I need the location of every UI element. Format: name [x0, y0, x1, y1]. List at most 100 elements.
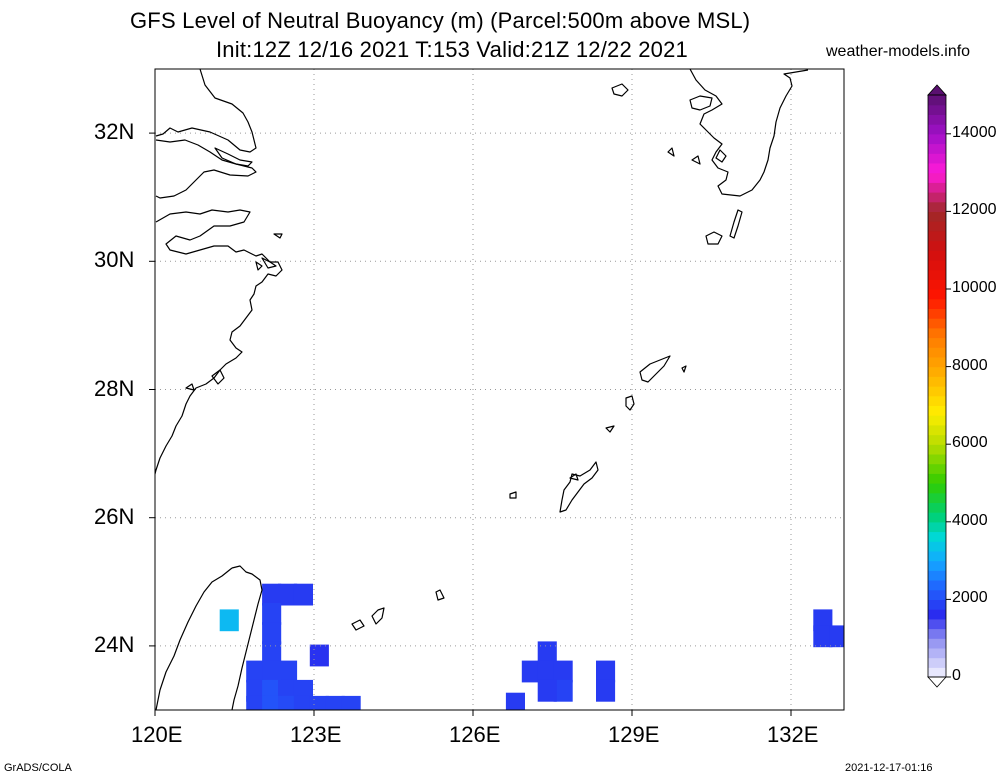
- buoyancy-cell: [537, 641, 557, 664]
- coastline-okinoerabu: [605, 425, 615, 433]
- colorbar-segment: [928, 376, 946, 387]
- colorbar-segment: [928, 104, 946, 115]
- coastline-estuary-island: [214, 147, 253, 167]
- lat-tick-label: 26N: [94, 503, 135, 529]
- map-grid: [149, 69, 844, 716]
- lon-tick-label: 132E: [767, 722, 819, 747]
- colorbar-tick-label: 8000: [952, 356, 988, 374]
- lon-tick-label: 120E: [131, 722, 183, 747]
- colorbar-segment: [928, 589, 946, 600]
- colorbar-tick-label: 10000: [952, 279, 997, 296]
- colorbar-segment: [928, 628, 946, 639]
- lon-tick-label: 126E: [449, 722, 501, 747]
- colorbar-segment: [928, 259, 946, 271]
- buoyancy-cell: [505, 692, 525, 710]
- buoyancy-cell: [309, 695, 329, 710]
- colorbar-segment: [928, 318, 946, 329]
- colorbar-segment: [928, 647, 946, 659]
- buoyancy-cell: [596, 660, 616, 683]
- buoyancy-cell: [293, 583, 313, 606]
- colorbar-tick-label: 2000: [952, 589, 988, 607]
- buoyancy-cell: [278, 583, 298, 606]
- buoyancy-cell: [262, 603, 282, 625]
- buoyancy-cell: [553, 679, 573, 702]
- coastline-kerama: [509, 491, 517, 499]
- colorbar-tick-label: 14000: [952, 123, 997, 141]
- colorbar-segment: [928, 531, 946, 542]
- lon-tick-label: 129E: [608, 722, 660, 747]
- buoyancy-field-layer: [219, 583, 844, 710]
- source-label: weather-models.info: [826, 43, 971, 60]
- buoyancy-cell: [262, 695, 282, 710]
- colorbar-segment: [928, 279, 946, 290]
- map-frame: [154, 68, 845, 711]
- colorbar-segment: [928, 153, 946, 164]
- buoyancy-cell: [309, 644, 329, 667]
- buoyancy-cell: [829, 625, 844, 648]
- colorbar-segment: [928, 570, 946, 581]
- buoyancy-cell: [596, 679, 616, 702]
- colorbar-segment: [928, 424, 946, 436]
- buoyancy-cell: [813, 625, 833, 648]
- colorbar-segment: [928, 240, 946, 251]
- buoyancy-cell: [341, 695, 361, 710]
- colorbar-segment: [928, 667, 946, 678]
- colorbar-segment: [928, 289, 946, 300]
- colorbar-segment: [928, 143, 946, 154]
- coastline-miyako: [435, 589, 445, 601]
- colorbar-segment: [928, 492, 946, 503]
- coastline-layer: [155, 69, 809, 710]
- coastline-zhejiang-islands: [185, 369, 225, 391]
- colorbar-segment: [928, 483, 946, 494]
- colorbar-segment: [928, 386, 946, 397]
- colorbar-segment: [928, 162, 946, 174]
- colorbar-segment: [928, 327, 946, 339]
- coastline-amami: [639, 355, 687, 383]
- colorbar-segment: [928, 599, 946, 610]
- colorbar-segment: [928, 192, 946, 203]
- colorbar-tick-label: 12000: [952, 201, 997, 219]
- buoyancy-cell: [537, 679, 557, 702]
- coastline-zhoushan: [255, 233, 283, 271]
- colorbar-segment: [928, 211, 946, 222]
- map-title: GFS Level of Neutral Buoyancy (m) (Parce…: [130, 8, 751, 33]
- lat-tick-label: 24N: [94, 631, 135, 657]
- coastline-ishigaki: [351, 607, 385, 631]
- coastline-okinawa: [559, 461, 599, 513]
- buoyancy-cell: [521, 660, 541, 683]
- colorbar-segment: [928, 347, 946, 358]
- colorbar-segment: [928, 356, 946, 368]
- buoyancy-cell: [262, 622, 282, 644]
- coastline-kyushu: [689, 69, 809, 197]
- colorbar: [927, 84, 951, 688]
- colorbar-segment: [928, 550, 946, 562]
- colorbar-segment: [928, 405, 946, 416]
- colorbar-tick-label: 4000: [952, 511, 988, 529]
- coastline-tanegashima: [729, 209, 743, 239]
- colorbar-tick-label: 0: [952, 667, 961, 684]
- colorbar-segment: [928, 395, 946, 406]
- colorbar-segment: [928, 298, 946, 309]
- buoyancy-cell: [293, 695, 313, 710]
- colorbar-segment: [928, 201, 946, 212]
- coastline-kyushu-bay: [689, 95, 727, 163]
- lat-tick-label: 30N: [94, 247, 135, 273]
- colorbar-min-arrow: [927, 676, 947, 688]
- buoyancy-cell: [219, 609, 239, 632]
- colorbar-segment: [928, 269, 946, 280]
- colorbar-segment: [928, 337, 946, 348]
- colorbar-segment: [928, 638, 946, 649]
- colorbar-segment: [928, 124, 946, 135]
- colorbar-segment: [928, 434, 946, 445]
- colorbar-segment: [928, 463, 946, 474]
- buoyancy-cell: [537, 660, 557, 683]
- buoyancy-cell: [262, 583, 282, 606]
- colorbar-segment: [928, 560, 946, 571]
- colorbar-segment: [928, 609, 946, 620]
- lon-tick-label: 123E: [290, 722, 342, 747]
- colorbar-tick-label: 6000: [952, 434, 988, 452]
- colorbar-segment: [928, 502, 946, 513]
- colorbar-segment: [928, 415, 946, 426]
- colorbar-segment: [928, 512, 946, 523]
